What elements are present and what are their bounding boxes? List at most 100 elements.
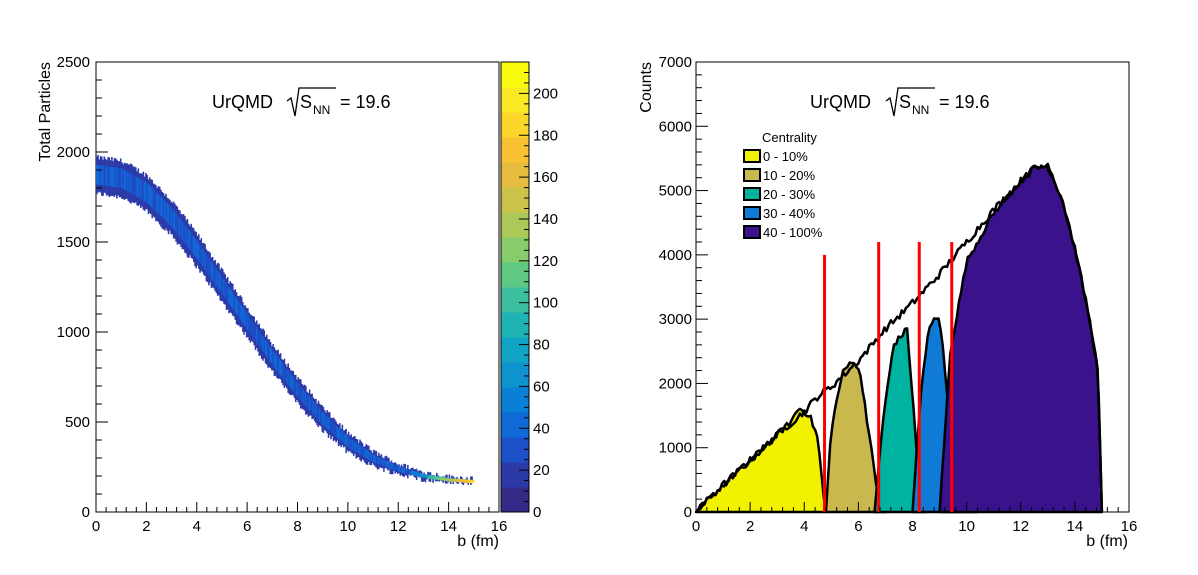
y-tick-label: 0	[684, 504, 692, 521]
heatmap-cell	[308, 396, 311, 411]
heatmap-cell	[366, 450, 369, 459]
heatmap-cell	[195, 239, 198, 258]
heatmap-cell	[448, 474, 451, 481]
x-tick-label: 6	[243, 518, 251, 535]
heatmap-cell	[190, 233, 193, 252]
heatmap-cell	[312, 401, 315, 415]
heatmap-cell	[454, 478, 457, 482]
heatmap-cell	[127, 171, 130, 192]
heatmap-cell	[206, 255, 209, 274]
heatmap-cell	[194, 237, 196, 256]
heatmap-cell	[140, 179, 142, 199]
colorbar-tick-label: 100	[533, 295, 558, 312]
heatmap-cell	[165, 201, 167, 222]
heatmap-cell	[296, 382, 298, 396]
heatmap-cell	[196, 241, 199, 260]
heatmap-cell	[141, 179, 143, 200]
heatmap-cell	[330, 420, 332, 433]
heatmap-cell	[370, 452, 373, 461]
heatmap-cell	[161, 198, 164, 218]
heatmap-cell	[403, 467, 405, 474]
heatmap-cell	[336, 426, 339, 438]
colorbar-tick-label: 20	[533, 462, 550, 479]
heatmap-cell	[376, 456, 379, 464]
heatmap-cell	[286, 368, 288, 384]
colorbar-tick-label: 40	[533, 420, 550, 437]
heatmap-cell	[223, 279, 225, 297]
heatmap-cell	[360, 445, 363, 456]
heatmap-cell	[121, 168, 123, 189]
heatmap-cell	[427, 474, 429, 479]
heatmap-cell	[359, 445, 361, 455]
legend-entry: 10 - 20%	[763, 168, 815, 183]
heatmap-cell	[221, 277, 224, 295]
heatmap-cell	[113, 167, 116, 188]
heatmap-cell	[146, 182, 148, 203]
heatmap-cell	[150, 186, 152, 207]
heatmap-cell	[339, 428, 341, 440]
heatmap-cell	[464, 479, 467, 483]
y-tick-label: 500	[65, 414, 90, 431]
heatmap-cell	[386, 461, 389, 468]
heatmap-cell	[425, 474, 428, 479]
heatmap-cell	[238, 301, 240, 318]
colorbar-swatch	[501, 137, 529, 163]
heatmap-cell	[102, 165, 104, 186]
heatmap-cell	[443, 477, 446, 481]
heatmap-cell	[362, 447, 365, 457]
heatmap-cell	[315, 404, 317, 417]
heatmap-cell	[393, 463, 395, 470]
heatmap-cell	[347, 437, 350, 448]
x-tick-label: 2	[746, 518, 754, 535]
heatmap-cell	[180, 219, 182, 239]
heatmap-cell	[224, 281, 227, 299]
heatmap-cell	[326, 416, 329, 429]
heatmap-cell	[292, 377, 295, 392]
legend-swatch	[743, 168, 761, 182]
heatmap-cell	[130, 173, 132, 194]
x-tick-label: 6	[854, 518, 862, 535]
heatmap-cell	[381, 458, 384, 466]
left-x-axis: 0 2 4 6 8 10 12 14 16	[92, 502, 507, 535]
x-tick-label: 12	[1012, 518, 1029, 535]
total-line	[695, 164, 1104, 513]
heatmap-cell	[136, 176, 138, 197]
heatmap-cell	[282, 363, 284, 379]
heatmap-cell	[201, 248, 204, 267]
histogram-panel: 0 2 4 6 8 10 12 14 16 0 1000 2000 3000 4000 5000 6000 7…	[638, 54, 1137, 550]
heatmap-cell	[117, 167, 119, 188]
heatmap-cell	[264, 339, 267, 355]
heatmap-cell	[402, 467, 404, 473]
y-tick-label: 4000	[659, 247, 692, 264]
x-tick-label: 0	[92, 518, 100, 535]
heatmap-cell	[420, 473, 423, 478]
x-tick-label: 14	[440, 518, 457, 535]
heatmap-cell	[404, 468, 407, 474]
heatmap-cell	[262, 336, 264, 352]
heatmap-cell	[143, 181, 146, 202]
heatmap-cell	[252, 321, 254, 338]
legend: Centrality 0 - 10% 10 - 20% 20 - 30% 30 - 4…	[743, 130, 823, 240]
heatmap-cell	[451, 478, 453, 482]
heatmap-cell	[118, 167, 121, 188]
heatmap-cell	[398, 466, 400, 472]
heatmap-cell	[166, 203, 169, 223]
right-x-axis-label: b (fm)	[1086, 533, 1128, 550]
heatmap-cell	[245, 312, 248, 329]
heatmap-cell	[230, 290, 233, 308]
heatmap-cell	[257, 328, 259, 345]
heatmap-cell	[172, 210, 175, 229]
heatmap-cell	[132, 174, 135, 195]
right-x-axis: 0 2 4 6 8 10 12 14 16	[692, 502, 1137, 535]
heatmap-cell	[318, 408, 321, 422]
left-x-axis-label: b (fm)	[457, 533, 499, 550]
colorbar-axis: 0 20 40 60 80 100 120 140 160 180 200	[519, 71, 558, 521]
colorbar-swatch	[501, 387, 529, 413]
heatmap-cell	[302, 389, 305, 404]
legend-swatch	[743, 187, 761, 201]
heatmap-cell	[99, 165, 102, 186]
y-tick-label: 2500	[57, 54, 90, 71]
heatmap-cell	[253, 323, 255, 339]
heatmap-cell	[200, 246, 203, 265]
heatmap-cell	[235, 297, 238, 315]
